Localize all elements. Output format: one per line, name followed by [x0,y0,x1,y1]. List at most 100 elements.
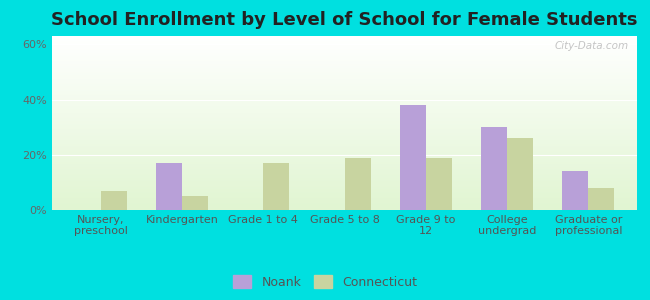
Bar [52,107,637,108]
Bar [52,129,637,130]
Bar [52,42,637,43]
Bar [52,155,637,156]
Legend: Noank, Connecticut: Noank, Connecticut [227,270,422,294]
Bar [52,69,637,70]
Bar [156,163,182,210]
Bar [52,75,637,76]
Bar [507,138,533,210]
Bar [52,73,637,74]
Bar [588,188,614,210]
Bar [481,127,507,210]
Bar [52,154,637,155]
Bar [52,158,637,159]
Bar [52,112,637,113]
Bar [52,189,637,190]
Bar [52,208,637,209]
Bar [52,54,637,55]
Bar [52,82,637,83]
Bar [52,84,637,85]
Bar [52,170,637,171]
Bar [52,190,637,191]
Bar [52,135,637,136]
Bar [52,166,637,167]
Bar [52,141,637,142]
Bar [52,114,637,115]
Bar [52,50,637,51]
Bar [52,203,637,204]
Bar [52,90,637,91]
Bar [52,74,637,75]
Bar [52,70,637,71]
Bar [52,149,637,150]
Bar [52,110,637,111]
Bar [52,85,637,86]
Bar [52,96,637,97]
Bar [52,198,637,199]
Bar [52,44,637,45]
Bar [52,101,637,102]
Bar [52,205,637,206]
Bar [52,173,637,174]
Bar [52,94,637,95]
Bar [101,191,127,210]
Bar [52,128,637,129]
Bar [52,146,637,147]
Bar [52,92,637,93]
Bar [52,161,637,162]
Bar [52,51,637,52]
Bar [52,97,637,98]
Bar [52,178,637,179]
Bar [52,142,637,143]
Bar [52,159,637,160]
Bar [52,156,637,157]
Bar [52,174,637,175]
Bar [52,77,637,78]
Bar [52,95,637,96]
Bar [52,100,637,101]
Bar [52,72,637,73]
Bar [52,184,637,185]
Bar [182,196,208,210]
Bar [52,134,637,135]
Bar [52,124,637,125]
Bar [52,148,637,149]
Bar [52,187,637,188]
Bar [52,123,637,124]
Bar [52,172,637,173]
Bar [52,104,637,105]
Bar [52,105,637,106]
Bar [52,169,637,170]
Bar [52,200,637,201]
Bar [52,188,637,189]
Bar [52,49,637,50]
Bar [426,158,452,210]
Bar [400,105,426,210]
Bar [52,165,637,166]
Bar [52,167,637,168]
Bar [52,79,637,80]
Bar [52,78,637,79]
Bar [52,86,637,87]
Bar [52,127,637,128]
Bar [52,98,637,99]
Bar [263,163,289,210]
Bar [52,136,637,137]
Bar [52,38,637,39]
Bar [52,185,637,186]
Bar [52,93,637,94]
Bar [52,181,637,182]
Bar [52,153,637,154]
Bar [52,147,637,148]
Bar [52,120,637,121]
Bar [52,102,637,103]
Bar [52,163,637,164]
Bar [52,150,637,151]
Bar [52,133,637,134]
Bar [52,180,637,181]
Bar [52,106,637,107]
Bar [52,145,637,146]
Bar [52,182,637,183]
Bar [52,67,637,68]
Bar [52,71,637,72]
Bar [52,87,637,88]
